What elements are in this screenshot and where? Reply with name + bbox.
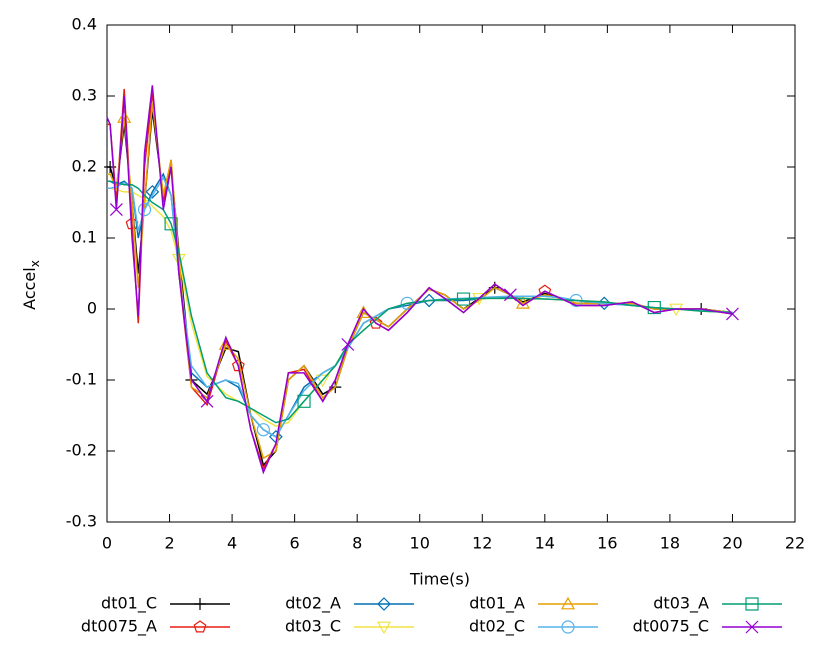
x-tick-label: 6 xyxy=(290,534,300,553)
marker xyxy=(726,307,739,321)
y-tick-label: -0.3 xyxy=(66,512,97,531)
legend-label: dt02_C xyxy=(469,617,525,637)
marker xyxy=(400,296,414,310)
legend-marker xyxy=(560,596,576,610)
legend-marker xyxy=(745,597,759,611)
marker xyxy=(503,288,517,302)
legend-label: dt03_C xyxy=(285,617,341,637)
x-tick-label: 12 xyxy=(472,534,492,553)
legend-label: dt03_A xyxy=(653,594,709,614)
marker xyxy=(164,217,178,231)
series-line xyxy=(107,180,733,424)
x-tick-label: 16 xyxy=(597,534,617,553)
marker xyxy=(200,394,214,408)
x-tick-label: 8 xyxy=(352,534,362,553)
marker xyxy=(117,110,132,123)
y-tick-label: 0 xyxy=(87,299,97,318)
x-tick-label: 4 xyxy=(227,534,237,553)
marker xyxy=(231,359,245,372)
legend-marker xyxy=(193,620,207,633)
y-tick-label: 0.1 xyxy=(72,228,97,247)
legend-marker xyxy=(377,597,391,611)
y-tick-label: -0.2 xyxy=(66,441,97,460)
x-tick-label: 20 xyxy=(722,534,742,553)
legend-marker xyxy=(194,598,206,610)
series-line xyxy=(107,187,733,427)
x-tick-label: 22 xyxy=(785,534,805,553)
marker xyxy=(297,394,311,408)
x-tick-label: 18 xyxy=(660,534,680,553)
legend-marker xyxy=(376,621,392,635)
legend-label: dt01_C xyxy=(101,594,157,614)
y-label-sub: x xyxy=(28,260,42,267)
y-tick-label: 0.3 xyxy=(72,86,97,105)
legend-label: dt0075_C xyxy=(633,617,709,637)
legend-marker xyxy=(745,620,759,634)
series-line xyxy=(107,103,733,460)
y-axis-label: Accelx xyxy=(20,260,42,310)
y-tick-label: 0.4 xyxy=(72,15,97,34)
x-tick-label: 14 xyxy=(535,534,555,553)
legend-label: dt0075_A xyxy=(81,617,157,637)
x-tick-label: 10 xyxy=(410,534,430,553)
series-line xyxy=(106,85,733,475)
marker xyxy=(137,203,152,217)
legend-label: dt01_A xyxy=(469,594,525,614)
marker xyxy=(256,423,270,437)
marker xyxy=(456,292,471,306)
marker xyxy=(422,293,436,308)
marker xyxy=(315,374,330,388)
marker xyxy=(109,203,123,217)
plot-frame xyxy=(106,24,796,523)
x-axis-label: Time(s) xyxy=(409,570,470,589)
y-tick-label: 0.2 xyxy=(72,157,97,176)
marker xyxy=(341,338,355,351)
legend-label: dt02_A xyxy=(285,594,341,614)
x-tick-label: 2 xyxy=(164,534,174,553)
series-line xyxy=(107,88,733,471)
legend-marker xyxy=(561,620,575,634)
y-tick-label: -0.1 xyxy=(66,370,97,389)
series-line xyxy=(107,110,733,467)
marker xyxy=(369,316,383,329)
x-tick-label: 0 xyxy=(102,534,112,553)
y-label-main: Accel xyxy=(20,267,39,310)
